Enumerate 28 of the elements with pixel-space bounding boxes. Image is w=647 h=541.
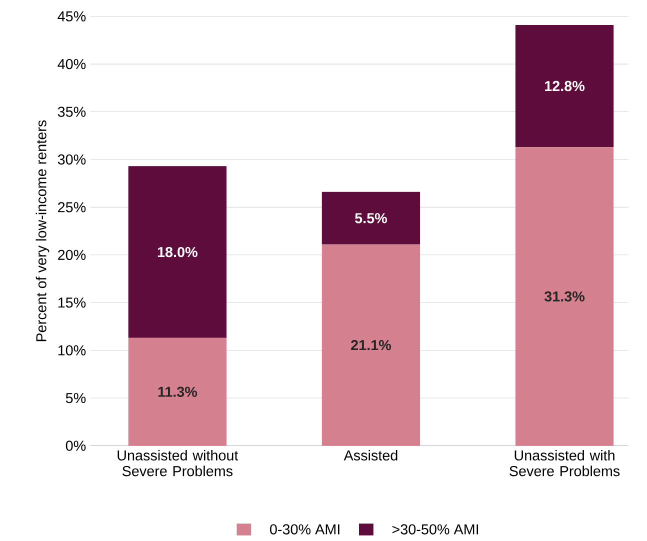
x-tick-label: Unassisted with Severe Problems <box>510 450 620 476</box>
data-label: 12.8% <box>545 80 585 91</box>
x-tick-label: Unassisted without Severe Problems <box>118 450 238 476</box>
legend-label: >30-50% AMI <box>392 524 478 534</box>
y-tick-label: 0% <box>66 440 86 451</box>
y-tick-label: 30% <box>58 154 86 164</box>
bar <box>515 24 614 147</box>
y-tick-label: 35% <box>58 106 86 117</box>
y-tick-label: 40% <box>58 58 86 70</box>
y-tick-label: 15% <box>58 297 86 308</box>
y-tick-label: 20% <box>58 250 86 260</box>
y-tick-label: 10% <box>58 345 86 356</box>
bar <box>322 192 420 244</box>
bar <box>515 146 614 446</box>
data-label: 5.5% <box>355 212 388 224</box>
legend-label: 0-30% AMI <box>270 524 340 534</box>
bar <box>128 166 227 338</box>
data-label: 31.3% <box>544 291 585 302</box>
data-label: 11.3% <box>158 386 198 397</box>
bar <box>128 338 227 446</box>
x-tick-label: Assisted <box>344 450 398 460</box>
bar <box>322 244 420 446</box>
data-label: 21.1% <box>351 340 392 350</box>
y-tick-label: 25% <box>58 202 86 212</box>
y-tick-label: 45% <box>58 11 86 22</box>
y-axis-title: Percent of very low-income renters <box>36 120 50 341</box>
data-label: 18.0% <box>158 246 198 257</box>
y-tick-label: 5% <box>66 392 86 403</box>
